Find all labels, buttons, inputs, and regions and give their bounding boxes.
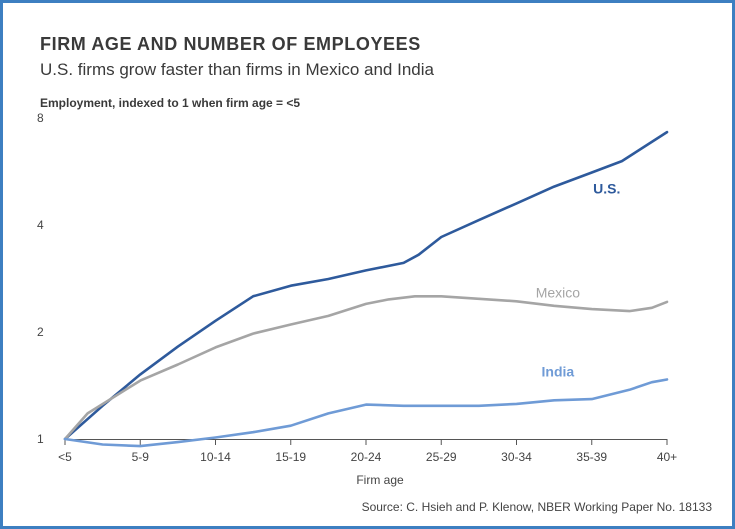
chart-title: FIRM AGE AND NUMBER OF EMPLOYEES xyxy=(40,34,421,54)
x-tick-label: 10-14 xyxy=(200,450,231,464)
x-tick-label: 25-29 xyxy=(426,450,457,464)
y-tick-label: 4 xyxy=(37,218,44,232)
x-axis-title: Firm age xyxy=(356,473,404,487)
x-tick-label: 15-19 xyxy=(275,450,306,464)
x-tick-label: 40+ xyxy=(657,450,677,464)
series-line-india xyxy=(63,378,669,448)
x-tick-label: 20-24 xyxy=(351,450,382,464)
axes: 1 2 4 8 <5 5-9 10-14 15-19 20-24 25-29 30-34 35-39 4… xyxy=(37,111,677,464)
series-label-india: India xyxy=(542,363,575,379)
y-tick-label: 8 xyxy=(37,111,44,125)
series-group: U.S. Mexico India xyxy=(63,130,669,448)
x-tick-label: 5-9 xyxy=(132,450,150,464)
x-tick-label: 35-39 xyxy=(576,450,607,464)
x-tick-label: <5 xyxy=(58,450,72,464)
x-tick-label: 30-34 xyxy=(501,450,532,464)
y-axis-title: Employment, indexed to 1 when firm age =… xyxy=(40,96,301,110)
series-label-u-s: U.S. xyxy=(593,181,620,197)
series-line-u-s xyxy=(63,130,669,441)
series-line-mexico xyxy=(63,295,669,441)
source-note: Source: C. Hsieh and P. Klenow, NBER Wor… xyxy=(361,500,712,514)
y-tick-label: 2 xyxy=(37,325,44,339)
y-tick-label: 1 xyxy=(37,432,44,446)
series-label-mexico: Mexico xyxy=(536,285,581,301)
chart-subtitle: U.S. firms grow faster than firms in Mex… xyxy=(40,60,434,79)
